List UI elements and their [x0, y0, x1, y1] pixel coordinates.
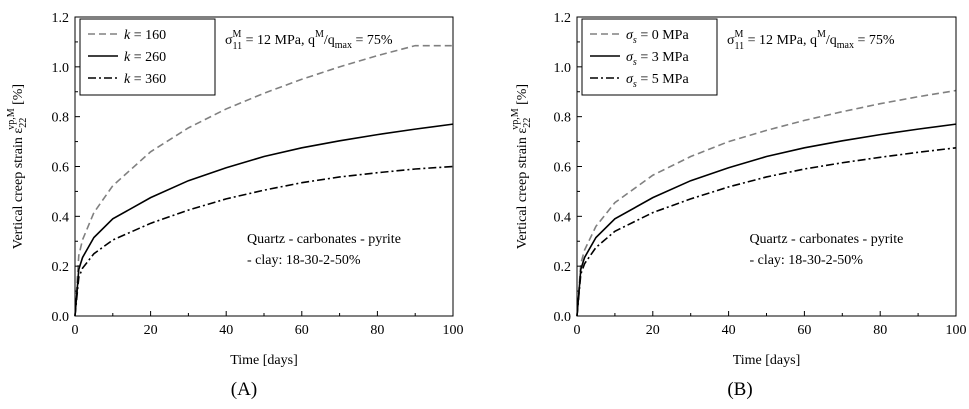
y-axis-label: Vertical creep strain ε22vp,M [%]: [510, 84, 533, 249]
y-label-sup: vp,M: [6, 108, 17, 130]
x-tick-label: 20: [646, 323, 660, 338]
y-tick-label: 0.8: [52, 111, 70, 126]
y-tick-label: 1.0: [554, 61, 572, 76]
y-label-main: Vertical creep strain ε: [11, 128, 26, 249]
y-tick-label: 1.2: [554, 11, 572, 26]
y-tick-label: 1.2: [52, 11, 70, 26]
chart-panel-b: 0 20 40 60 80 100 0.0 0.2 0.4 0.6 0.8 1.0 1.2 Time [d…: [510, 11, 967, 400]
ratio-text: = 75%: [854, 33, 895, 48]
stress-annotation: σM 11 = 12 MPa, qM/qmax = 75%: [225, 29, 393, 52]
x-tick-label: 100: [946, 323, 967, 338]
q-slash: /q: [324, 33, 335, 48]
legend-symbol-sub: s: [633, 79, 637, 90]
legend-symbol-sub: s: [633, 35, 637, 46]
sigma-sup: M: [735, 29, 744, 40]
legend-label: = 160: [130, 28, 166, 43]
composition-text: Quartz - carbonates - pyrite: [749, 232, 903, 247]
x-axis-label: Time [days]: [230, 353, 298, 368]
y-tick-label: 0.4: [554, 210, 572, 225]
y-label-sub: 22: [18, 118, 29, 128]
y-tick-label: 0.4: [52, 210, 70, 225]
legend-symbol: σ: [626, 28, 634, 43]
y-tick-label: 0.0: [554, 310, 572, 325]
q-sub: max: [837, 40, 854, 51]
y-tick-label: 1.0: [52, 61, 70, 76]
x-tick-label: 60: [797, 323, 811, 338]
series-line-2: [576, 123, 957, 317]
legend-entry-2: σs = 3 MPa: [626, 50, 689, 68]
series-line-3: [576, 147, 957, 317]
sigma-sub: 11: [734, 41, 744, 52]
x-axis-label: Time [days]: [733, 353, 801, 368]
x-tick-label: 80: [370, 323, 384, 338]
x-tick-label: 100: [443, 323, 464, 338]
x-tick-label: 40: [219, 323, 233, 338]
y-label-main: Vertical creep strain ε: [515, 128, 530, 249]
x-tick-label: 0: [574, 323, 581, 338]
ratio-text: = 75%: [352, 33, 393, 48]
y-label-sub: 22: [522, 118, 533, 128]
legend-symbol: k: [124, 72, 131, 87]
legend-entry-3: k = 360: [124, 72, 166, 87]
q-slash: /q: [826, 33, 837, 48]
legend-label: = 3 MPa: [637, 50, 690, 65]
y-axis-label: Vertical creep strain ε22vp,M [%]: [6, 84, 29, 249]
legend-box: [79, 18, 216, 96]
series-line-3: [74, 165, 454, 317]
legend-symbol: k: [124, 50, 131, 65]
y-tick-label: 0.2: [52, 260, 70, 275]
series-line-1: [74, 44, 453, 317]
y-tick-label: 0.6: [52, 161, 70, 176]
y-tick-label: 0.6: [554, 161, 572, 176]
legend-entry-1: σs = 0 MPa: [626, 28, 689, 46]
stress-text: = 12 MPa, q: [744, 33, 817, 48]
legend-symbol: σ: [626, 50, 634, 65]
legend-entry-3: σs = 5 MPa: [626, 72, 689, 90]
legend-label: = 5 MPa: [637, 72, 690, 87]
panel-label: (A): [231, 379, 257, 400]
x-tick-label: 40: [722, 323, 736, 338]
legend-symbol-sub: s: [633, 57, 637, 68]
legend-entry-1: k = 160: [124, 28, 166, 43]
q-sup: M: [817, 29, 826, 40]
composition-text: - clay: 18-30-2-50%: [247, 253, 361, 268]
composition-text: - clay: 18-30-2-50%: [749, 253, 863, 268]
legend-label: = 0 MPa: [637, 28, 690, 43]
y-label-unit: [%]: [515, 84, 530, 109]
composition-text: Quartz - carbonates - pyrite: [247, 232, 401, 247]
legend-symbol: σ: [626, 72, 634, 87]
y-label-unit: [%]: [11, 84, 26, 109]
chart-panel-a: 0 20 40 60 80 100 0.0 0.2 0.4 0.6 0.8 1.0 1.2 Time [d…: [6, 11, 464, 400]
stress-text: = 12 MPa, q: [242, 33, 315, 48]
legend-entry-2: k = 260: [124, 50, 166, 65]
x-tick-label: 60: [295, 323, 309, 338]
x-tick-label: 80: [873, 323, 887, 338]
q-sub: max: [335, 40, 352, 51]
series-line-1: [576, 89, 957, 317]
x-tick-label: 20: [144, 323, 158, 338]
legend-label: = 260: [130, 50, 166, 65]
sigma: σ: [225, 33, 233, 48]
y-tick-label: 0.2: [554, 260, 572, 275]
x-tick-label: 0: [72, 323, 79, 338]
series-line-2: [74, 123, 454, 317]
sigma: σ: [727, 33, 735, 48]
y-label-sup: vp,M: [510, 108, 521, 130]
legend-symbol: k: [124, 28, 131, 43]
y-tick-label: 0.0: [52, 310, 70, 325]
y-tick-label: 0.8: [554, 111, 572, 126]
sigma-sup: M: [233, 29, 242, 40]
stress-annotation: σM 11 = 12 MPa, qM/qmax = 75%: [727, 29, 895, 52]
legend-box: [581, 18, 718, 96]
panel-label: (B): [727, 379, 752, 400]
legend-label: = 360: [130, 72, 166, 87]
sigma-sub: 11: [232, 41, 242, 52]
q-sup: M: [315, 29, 324, 40]
